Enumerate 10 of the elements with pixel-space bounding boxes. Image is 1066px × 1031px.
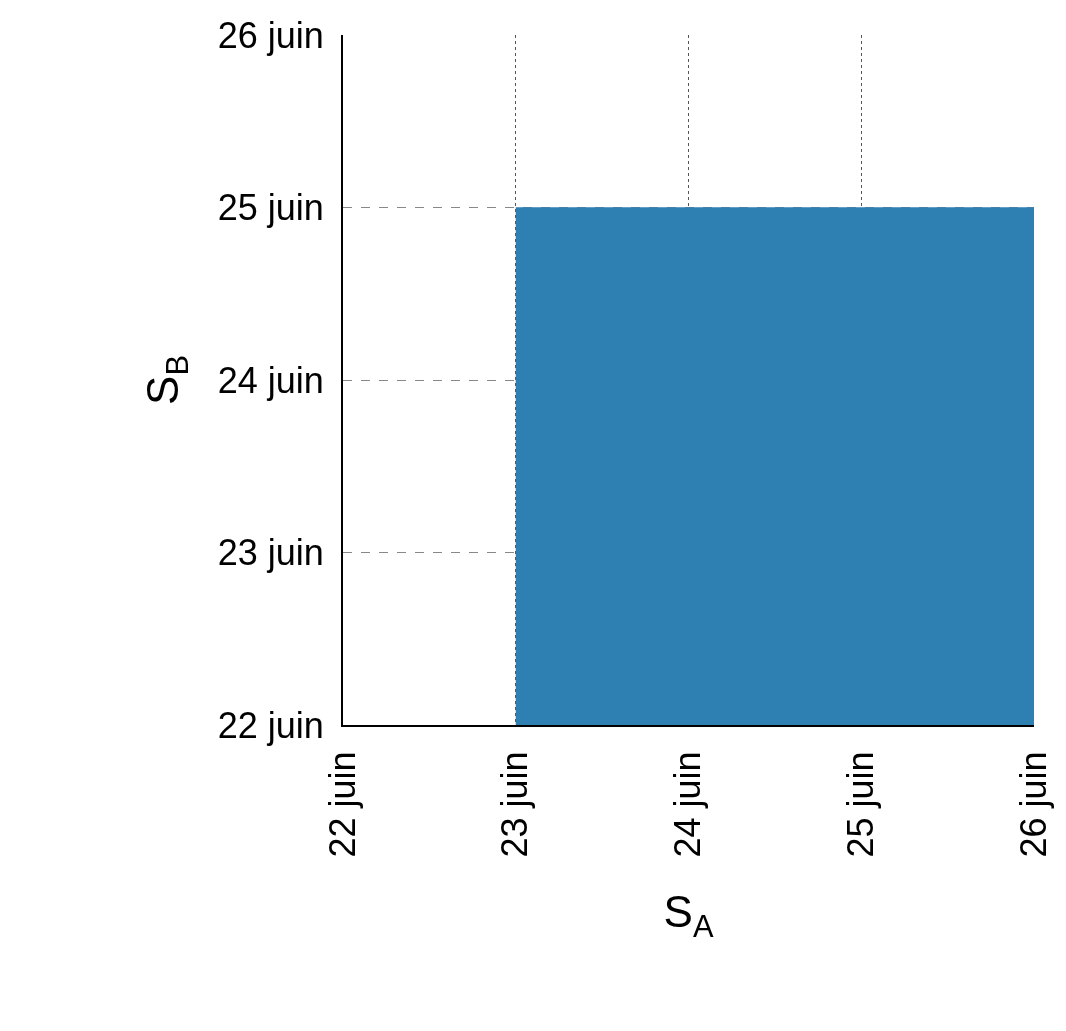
- y-tick-label: 22 juin: [217, 704, 324, 746]
- x-tick-label: 24 juin: [667, 751, 709, 858]
- y-tick-label: 26 juin: [217, 14, 324, 56]
- y-tick-label: 23 juin: [217, 532, 324, 574]
- x-tick-label: 23 juin: [494, 751, 536, 858]
- x-tick-label: 25 juin: [839, 751, 881, 858]
- x-tick-label: 26 juin: [1012, 751, 1054, 858]
- y-tick-label: 25 juin: [217, 187, 324, 229]
- x-axis-title: S$_{A}$: [663, 887, 714, 944]
- y-tick-label: 24 juin: [217, 359, 324, 401]
